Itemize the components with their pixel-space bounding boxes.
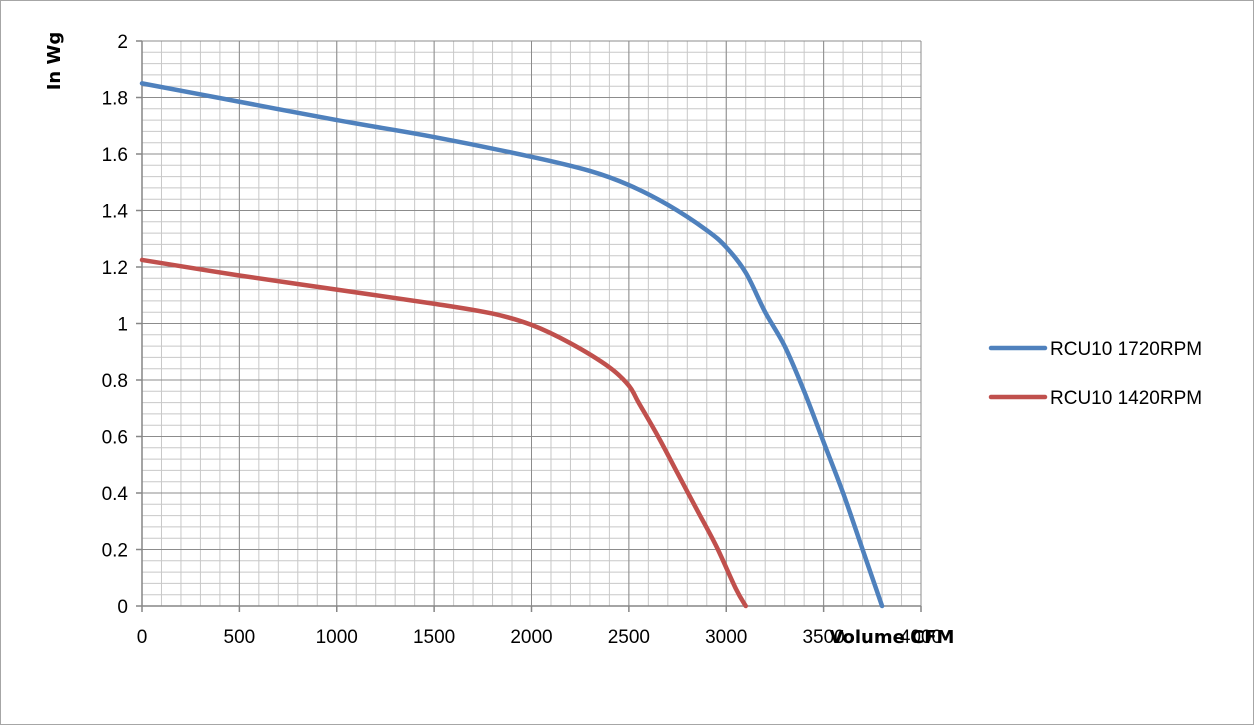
y-tick-label: 0.6	[102, 428, 128, 449]
y-tick-label: 1.2	[102, 258, 128, 279]
x-tick-label: 2000	[510, 627, 552, 648]
y-tick-label: 0.4	[102, 484, 129, 505]
y-tick-label: 0	[117, 597, 128, 618]
y-tick-label: 2	[117, 32, 128, 53]
x-tick-label: 4000	[900, 627, 942, 648]
x-tick-label: 3500	[802, 627, 844, 648]
legend-label-2: RCU10 1420RPM	[1050, 388, 1202, 409]
x-tick-label: 500	[224, 627, 256, 648]
x-tick-label: 0	[137, 627, 148, 648]
x-tick-label: 1500	[413, 627, 455, 648]
y-tick-label: 0.8	[102, 371, 128, 392]
x-tick-label: 3000	[705, 627, 747, 648]
legend: RCU10 1720RPM RCU10 1420RPM	[988, 339, 1202, 409]
y-tick-label: 1.4	[102, 202, 129, 223]
y-tick-label: 1.6	[102, 145, 128, 166]
axes	[136, 40, 922, 612]
y-tick-label: 1.8	[102, 89, 128, 110]
x-tick-label: 1000	[316, 627, 358, 648]
y-axis-title: In Wg	[44, 32, 65, 91]
x-axis-title: Volume CFM	[830, 627, 955, 648]
y-tick-label: 0.2	[102, 541, 128, 562]
series-line-1	[139, 81, 885, 609]
series-layer	[139, 81, 885, 609]
x-tick-label: 2500	[608, 627, 650, 648]
legend-label-1: RCU10 1720RPM	[1050, 339, 1202, 360]
series-line-2	[139, 257, 748, 609]
tick-labels: 0 0.2 0.4 0.6 0.8 1 1.2 1.4 1.6 1.8 2 0 500 1000 1500 2…	[102, 32, 943, 648]
y-tick-label: 1	[117, 315, 128, 336]
